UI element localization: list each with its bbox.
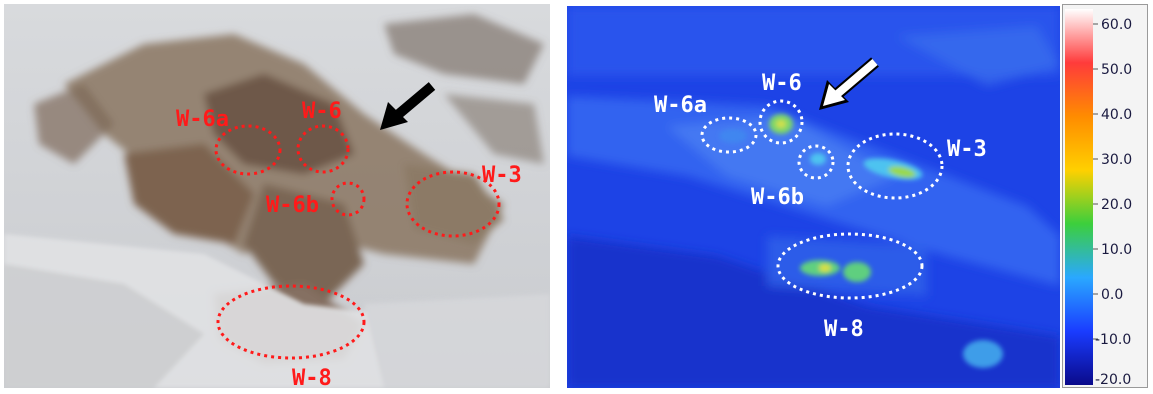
thermal-label-w6b: W-6b [751,185,804,210]
colorbar-svg: 60.0 50.0 40.0 30.0 20.0 10.0 0.0 -10.0 … [1065,9,1132,388]
photo-label-w6b: W-6b [266,193,319,218]
thermal-image: W-6a W-6 W-6b W-3 W-8 [567,6,1060,388]
hotspots [719,114,1003,368]
marker-w8 [216,284,366,360]
marker-w3 [405,170,501,238]
colorbar-tick: -10.0 [1095,332,1131,348]
thermal-label-w8: W-8 [824,317,864,342]
colorbar-tick: 20.0 [1101,197,1132,213]
marker-w6b [797,144,835,180]
colorbar-tick: 40.0 [1101,107,1132,123]
thermal-markers [700,99,944,300]
colorbar-tick: 60.0 [1101,17,1132,33]
thermal-label-w6: W-6 [762,71,802,96]
colorbar-strip [1065,9,1093,385]
colorbar-tick-marks [1093,23,1098,340]
colorbar-tick: -20.0 [1095,372,1131,388]
thermal-image-panel: W-6a W-6 W-6b W-3 W-8 [567,6,1060,388]
marker-w6a [214,124,282,176]
thermal-label-w3: W-3 [947,137,987,162]
marker-w6 [758,99,804,145]
marker-w6 [296,124,350,174]
photo-markers [214,124,501,360]
colorbar-tick: 30.0 [1101,152,1132,168]
marker-w8 [776,232,924,300]
thermal-label-w6a: W-6a [654,93,707,118]
snow-streaks [4,234,550,388]
aerial-photo-panel: W-6a W-6 W-6b W-3 W-8 [4,4,550,388]
marker-w6b [330,181,366,217]
aerial-photo: W-6a W-6 W-6b W-3 W-8 [4,4,550,388]
photo-label-w6a: W-6a [176,107,229,132]
colorbar-tick: 50.0 [1101,62,1132,78]
photo-label-w6: W-6 [302,99,342,124]
colorbar-ticks: 60.0 50.0 40.0 30.0 20.0 10.0 0.0 -10.0 … [1095,17,1132,388]
white-arrow-icon [819,57,879,110]
black-arrow-icon [380,82,436,130]
marker-w6a [700,116,758,154]
temperature-colorbar: 60.0 50.0 40.0 30.0 20.0 10.0 0.0 -10.0 … [1062,4,1148,388]
marker-w3 [846,132,944,200]
photo-label-w8: W-8 [292,366,332,388]
photo-label-w3: W-3 [482,163,522,188]
colorbar-tick: 0.0 [1101,287,1123,303]
colorbar-tick: 10.0 [1101,242,1132,258]
